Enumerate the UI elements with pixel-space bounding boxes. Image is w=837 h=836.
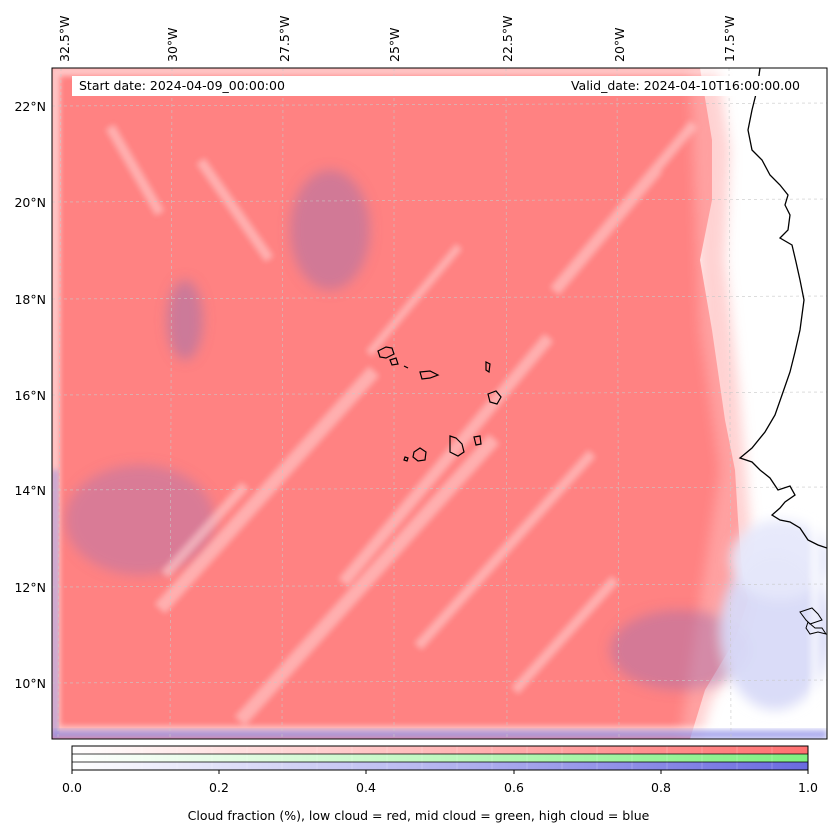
colorbar-tick-label: 1.0	[798, 780, 818, 795]
longitude-labels: 32.5°W 30°W 27.5°W 25°W 22.5°W 20°W 17.5…	[57, 16, 737, 62]
lon-label: 20°W	[612, 27, 627, 62]
start-date-label: Start date: 2024-04-09_00:00:00	[79, 78, 285, 93]
lon-label: 17.5°W	[722, 16, 737, 62]
africa-coastline	[738, 68, 827, 549]
map-frame	[51, 67, 828, 740]
cape-verde-islands	[377, 346, 502, 462]
colorbar: 0.0 0.2 0.4 0.6 0.8 1.0	[62, 745, 818, 795]
graticule	[52, 68, 827, 739]
lat-label: 18°N	[14, 292, 46, 307]
lon-label: 22.5°W	[500, 16, 515, 62]
valid-date-label: Valid_date: 2024-04-10T16:00:00.00	[571, 78, 800, 93]
lon-label: 27.5°W	[277, 16, 292, 62]
colorbar-high-cloud	[72, 762, 808, 770]
colorbar-tick-label: 0.2	[209, 780, 229, 795]
lon-label: 25°W	[387, 27, 402, 62]
colorbar-low-cloud	[72, 746, 808, 754]
colorbar-tick-label: 0.4	[356, 780, 376, 795]
low-cloud-region	[52, 68, 748, 739]
colorbar-tick-label: 0.0	[62, 780, 82, 795]
lat-label: 16°N	[14, 388, 46, 403]
colorbar-tick-label: 0.6	[504, 780, 524, 795]
lat-label: 10°N	[14, 676, 46, 691]
lat-label: 14°N	[14, 483, 46, 498]
latitude-labels: 22°N 20°N 18°N 16°N 14°N 12°N 10°N	[14, 99, 46, 691]
colorbar-mid-cloud	[72, 754, 808, 762]
colorbar-tick-label: 0.8	[651, 780, 671, 795]
high-cloud-patches	[65, 170, 827, 710]
lat-label: 12°N	[14, 580, 46, 595]
colorbar-caption: Cloud fraction (%), low cloud = red, mid…	[187, 808, 650, 823]
clear-streaks	[105, 120, 698, 726]
cloud-field	[52, 68, 827, 739]
date-banner	[72, 76, 807, 96]
lon-label: 32.5°W	[57, 16, 72, 62]
lat-label: 20°N	[14, 195, 46, 210]
lat-label: 22°N	[14, 99, 46, 114]
lon-label: 30°W	[165, 27, 180, 62]
